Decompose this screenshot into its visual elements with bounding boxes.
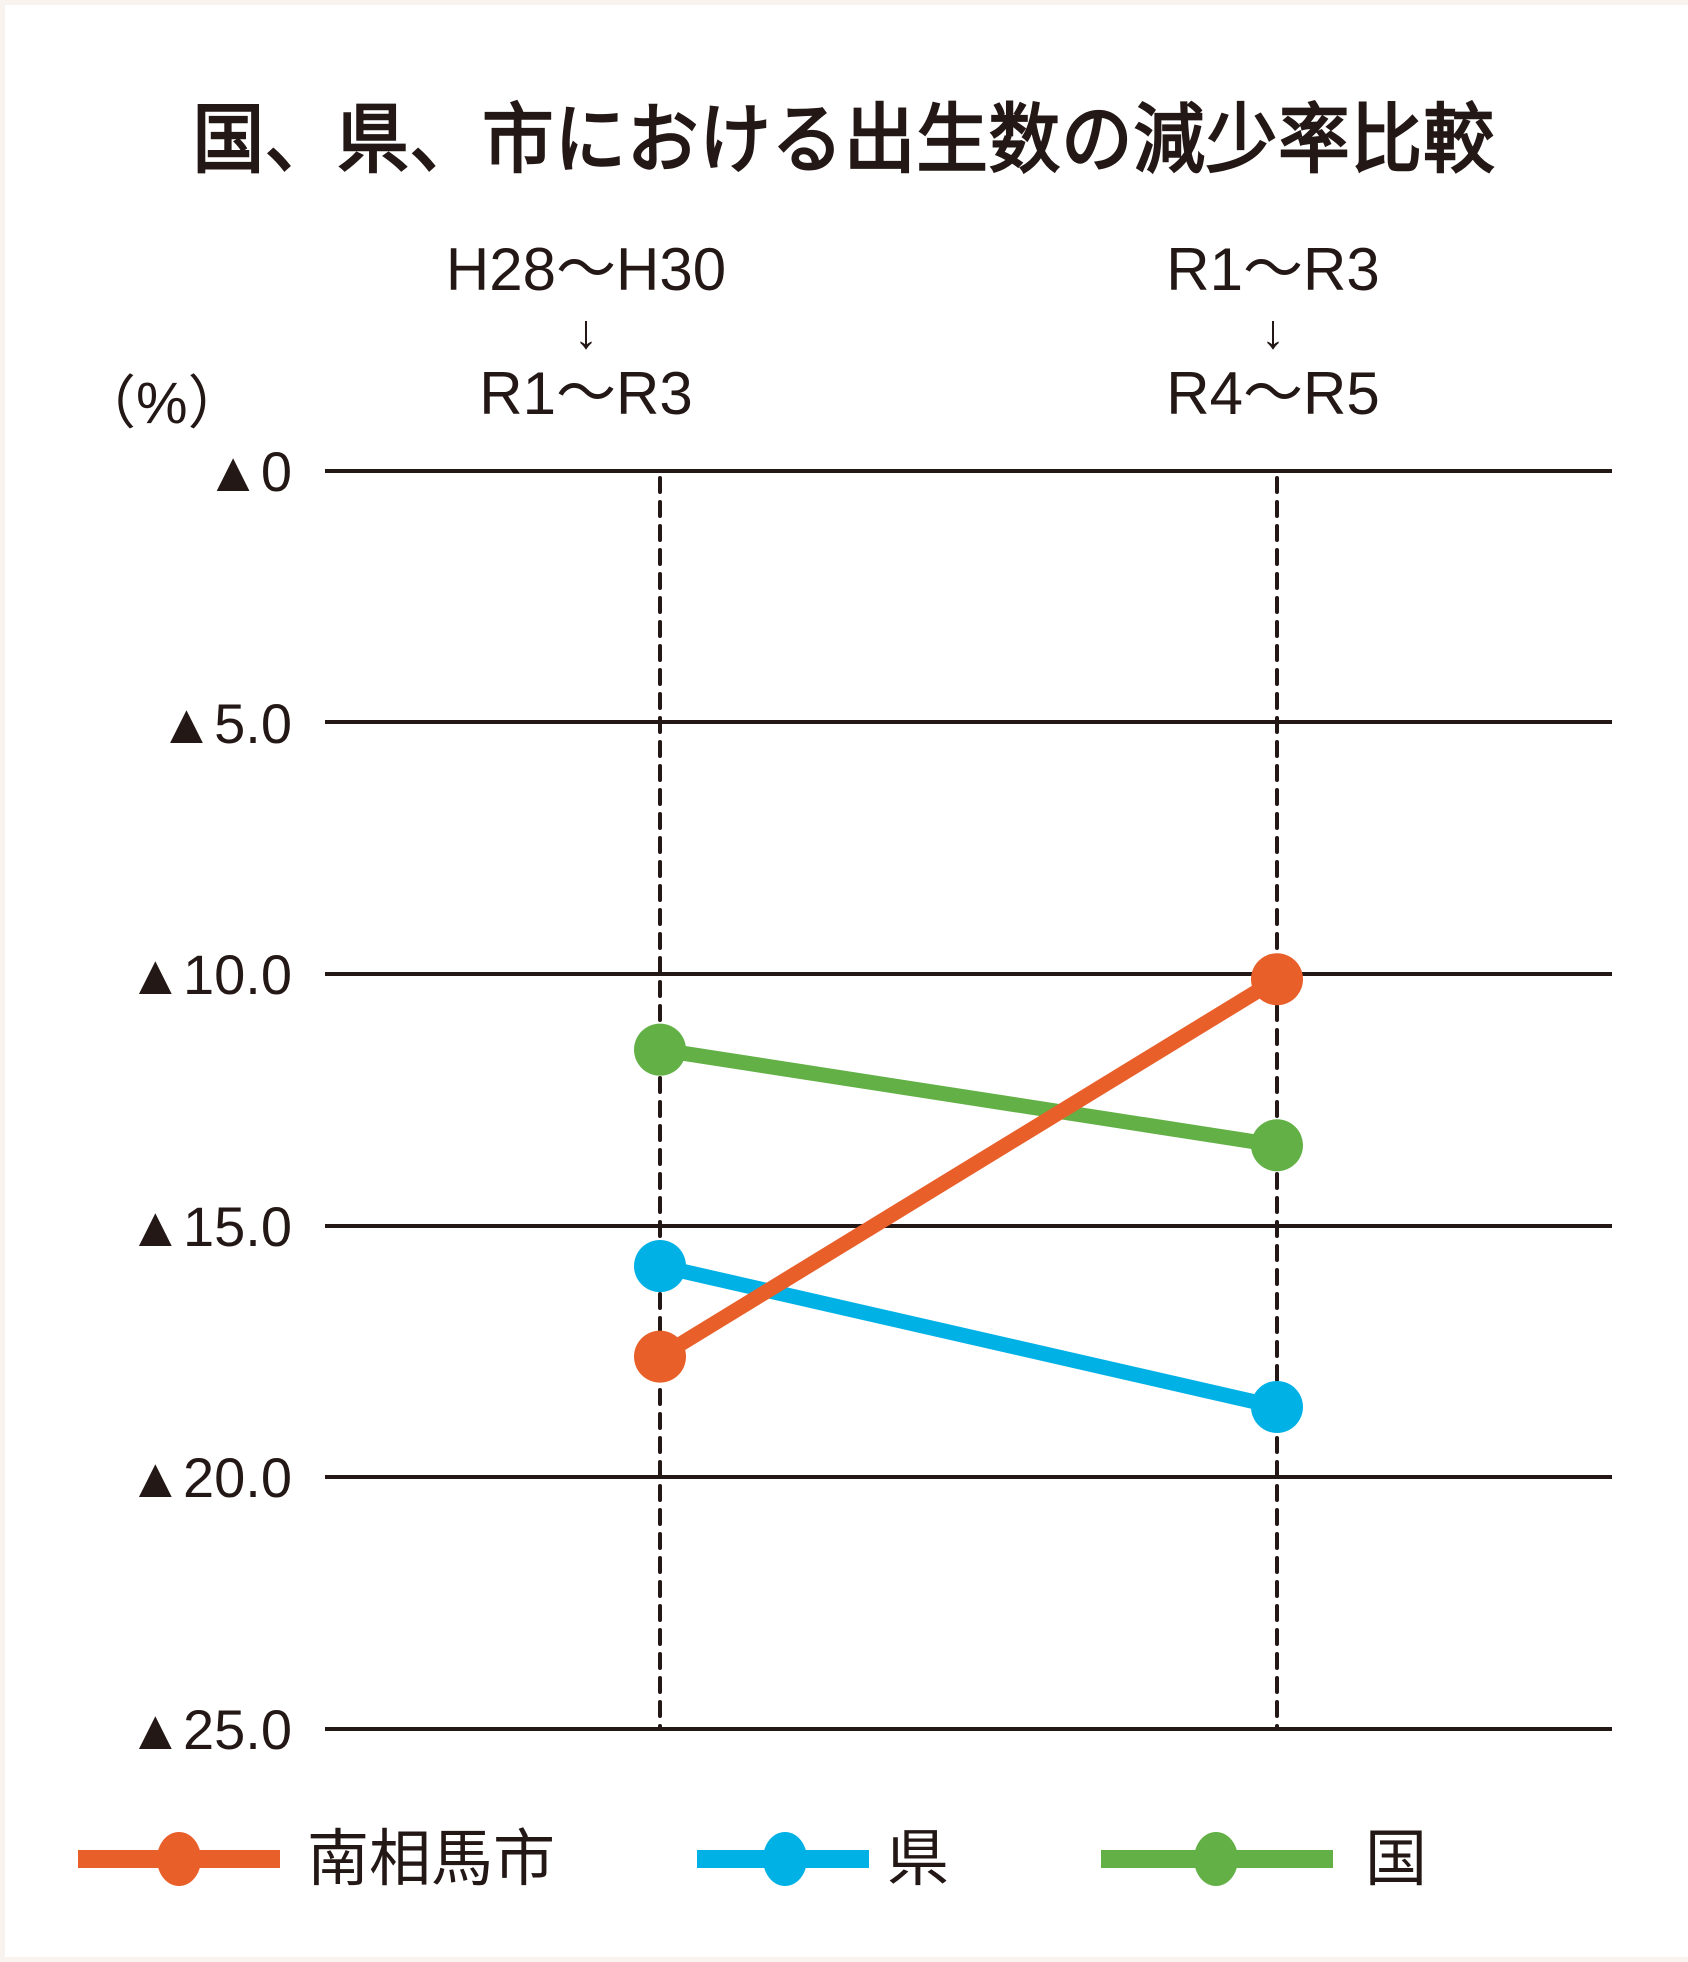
chart-card [5, 5, 1688, 1957]
data-point-marker [1251, 1119, 1303, 1172]
gridlines [325, 469, 1612, 1731]
period-label-2: R1〜R3 ↓ R4〜R5 [1063, 240, 1483, 426]
data-point-marker [1251, 953, 1303, 1006]
y-tick-10: ▲10.0 [127, 943, 292, 1006]
series-layer [634, 953, 1303, 1433]
series-line [658, 1042, 1279, 1153]
period-2-to: R4〜R5 [1166, 360, 1380, 427]
category-dashed-lines [658, 476, 1279, 1731]
y-tick-15: ▲15.0 [127, 1195, 292, 1258]
y-tick-5: ▲5.0 [158, 692, 292, 755]
y-tick-20: ▲20.0 [127, 1446, 292, 1509]
series-nation [634, 1023, 1303, 1172]
data-point-marker [1251, 1380, 1303, 1433]
down-arrow-icon: ↓ [574, 306, 598, 359]
series-minamisoma [634, 953, 1303, 1383]
legend: 南相馬市 県 国 [0, 1820, 1688, 1904]
series-prefecture [634, 1240, 1303, 1433]
series-line [658, 1258, 1279, 1415]
period-label-1: H28〜H30 ↓ R1〜R3 [376, 240, 796, 426]
series-line [656, 972, 1281, 1364]
legend-line-marker-icon [697, 1832, 869, 1886]
down-arrow-icon: ↓ [1261, 306, 1285, 359]
y-axis-unit: （%） [78, 371, 246, 436]
period-2-from: R1〜R3 [1166, 236, 1380, 303]
data-point-marker [634, 1330, 686, 1383]
legend-label: 南相馬市 [307, 1822, 556, 1895]
y-tick-0: ▲0 [205, 440, 292, 503]
y-tick-25: ▲25.0 [127, 1698, 292, 1761]
period-1-from: H28〜H30 [445, 236, 727, 303]
legend-label: 県 [887, 1822, 950, 1895]
data-point-marker [634, 1240, 686, 1293]
legend-label: 国 [1365, 1822, 1428, 1895]
legend-line-marker-icon [78, 1832, 280, 1886]
data-point-marker [634, 1023, 686, 1076]
legend-line-marker-icon [1101, 1832, 1333, 1886]
period-1-to: R1〜R3 [479, 360, 693, 427]
chart-title: 国、県、市における出生数の減少率比較 [192, 95, 1496, 184]
